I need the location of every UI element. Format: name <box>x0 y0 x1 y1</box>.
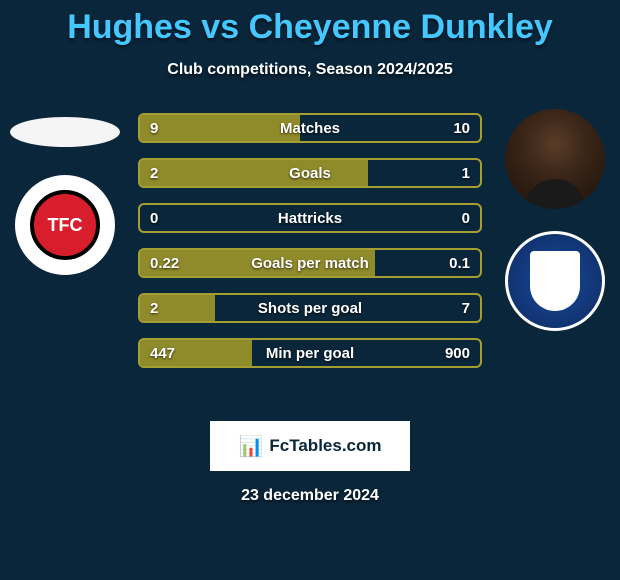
stat-label: Matches <box>280 120 340 137</box>
right-club-badge <box>505 231 605 331</box>
branding-chart-icon: 📊 <box>238 434 263 459</box>
stat-right-value: 0.1 <box>449 255 470 272</box>
right-club-badge-inner <box>530 251 580 311</box>
stat-row: 447 Min per goal 900 <box>138 338 482 368</box>
stat-left-value: 0.22 <box>150 255 179 272</box>
left-club-badge-inner: TFC <box>30 190 100 260</box>
left-club-badge: TFC <box>15 175 115 275</box>
stats-container: 9Matches102Goals10Hattricks00.22Goals pe… <box>138 113 482 368</box>
stat-label: Goals per match <box>251 255 369 272</box>
page-subtitle: Club competitions, Season 2024/2025 <box>0 61 620 79</box>
stat-label: Min per goal <box>266 345 354 362</box>
stat-row: 2 Shots per goal 7 <box>138 293 482 323</box>
date-text: 23 december 2024 <box>0 487 620 505</box>
stat-right-value: 900 <box>445 345 470 362</box>
stat-left-value: 0 <box>150 210 158 227</box>
stat-label: Goals <box>289 165 331 182</box>
stat-row: 0 Hattricks 0 <box>138 203 482 233</box>
left-player-silhouette <box>10 117 120 147</box>
stat-right-value: 0 <box>462 210 470 227</box>
stat-left-value: 447 <box>150 345 175 362</box>
stat-fill <box>140 115 300 141</box>
stat-label: Hattricks <box>278 210 342 227</box>
stat-left-value: 2 <box>150 300 158 317</box>
stat-row: 0.22 Goals per match 0.1 <box>138 248 482 278</box>
stat-fill <box>140 160 368 186</box>
stat-row: 9 Matches 10 <box>138 113 482 143</box>
stat-label: Shots per goal <box>258 300 362 317</box>
branding-box: 📊 FcTables.com <box>210 421 410 471</box>
comparison-content: TFC 9Matches102Goals10Hattricks00.22Goal… <box>0 109 620 409</box>
page-title: Hughes vs Cheyenne Dunkley <box>0 0 620 47</box>
stat-right-value: 10 <box>453 120 470 137</box>
branding-text: FcTables.com <box>269 436 381 456</box>
stat-left-value: 9 <box>150 120 158 137</box>
stat-row: 2 Goals 1 <box>138 158 482 188</box>
stat-right-value: 7 <box>462 300 470 317</box>
right-player-column <box>500 109 610 331</box>
left-player-column: TFC <box>0 109 130 275</box>
right-player-photo <box>505 109 605 209</box>
stat-right-value: 1 <box>462 165 470 182</box>
stat-left-value: 2 <box>150 165 158 182</box>
